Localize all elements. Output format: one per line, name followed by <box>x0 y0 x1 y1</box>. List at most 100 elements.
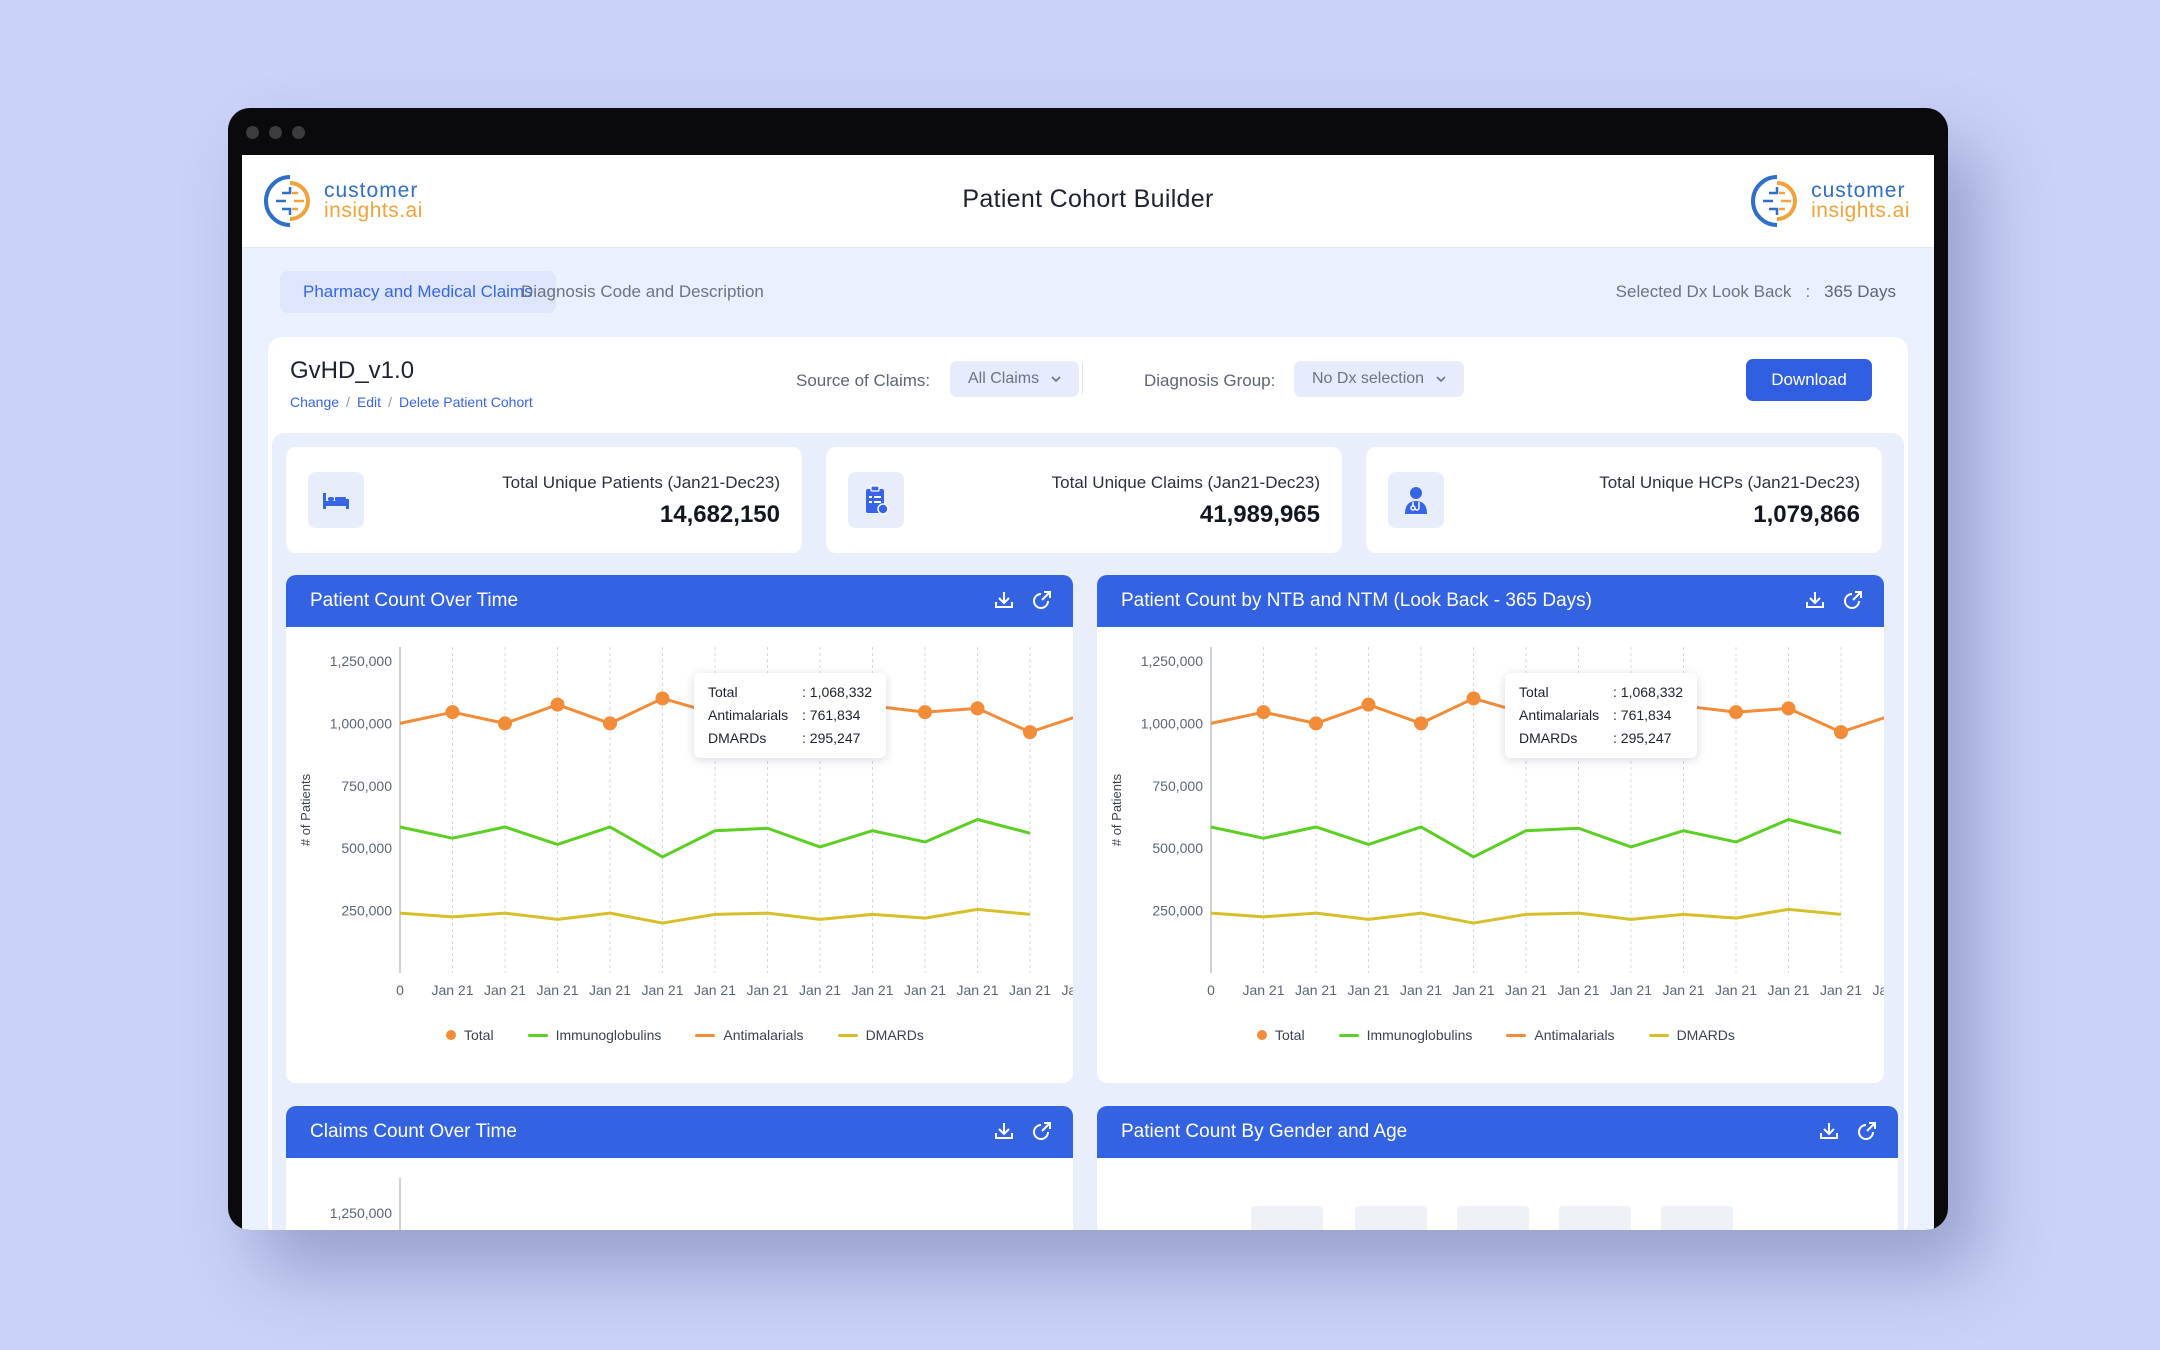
legend-item-immunoglobulins[interactable]: Immunoglobulins <box>1338 1027 1472 1043</box>
legend-item-total[interactable]: Total <box>1257 1027 1305 1043</box>
tooltip-key: Antimalarials <box>708 707 789 723</box>
legend-item-total[interactable]: Total <box>446 1027 494 1043</box>
lookback-label: Selected Dx Look Back <box>1615 282 1792 301</box>
x-tick-label: Jan 21 <box>641 982 683 998</box>
window-dot-close[interactable] <box>246 126 259 139</box>
stat-card-claims: Total Unique Claims (Jan21-Dec23) 41,989… <box>826 447 1342 553</box>
y-tick-label: 250,000 <box>1152 903 1203 919</box>
y-tick-label: 250,000 <box>341 903 392 919</box>
edit-link[interactable]: Edit <box>356 394 382 410</box>
data-point-total <box>1781 701 1796 716</box>
stat-card-hcps: Total Unique HCPs (Jan21-Dec23) 1,079,86… <box>1366 447 1882 553</box>
x-tick-label: Jan 21 <box>1242 982 1284 998</box>
chart-card-ntb-ntm: Patient Count by NTB and NTM (Look Back … <box>1097 575 1884 1083</box>
window-dot-minimize[interactable] <box>269 126 282 139</box>
tooltip-key: DMARDs <box>1519 730 1578 746</box>
legend-item-dmards[interactable]: DMARDs <box>837 1027 924 1043</box>
tooltip-key: DMARDs <box>708 730 767 746</box>
download-button[interactable]: Download <box>1746 359 1872 401</box>
expand-icon[interactable] <box>1031 589 1053 611</box>
cohort-panel: GvHD_v1.0 Change / Edit / Delete Patient Coh… <box>268 337 1908 1230</box>
legend-label: DMARDs <box>865 1027 924 1043</box>
y-tick-label: 1,000,000 <box>1141 715 1203 731</box>
y-tick-label: 1,250,000 <box>1141 653 1203 669</box>
x-tick-label: Jan 21 <box>799 982 841 998</box>
x-tick-label: Jan 21 <box>1872 982 1884 998</box>
tab-diagnosis-code[interactable]: Diagnosis Code and Description <box>521 282 764 301</box>
delete-cohort-link[interactable]: Delete Patient Cohort <box>398 394 533 410</box>
expand-icon[interactable] <box>1842 589 1864 611</box>
diagnosis-group-dropdown[interactable]: No Dx selection <box>1294 361 1465 397</box>
cohort-actions: Change / Edit / Delete Patient Cohort <box>290 394 533 410</box>
x-tick-label: Jan 21 <box>746 982 788 998</box>
stat-title: Total Unique Patients (Jan21-Dec23) <box>502 473 780 492</box>
source-claims-dropdown[interactable]: All Claims <box>950 361 1080 397</box>
x-tick-label: Jan 21 <box>1347 982 1389 998</box>
app-header: customer insights.ai Patient Cohort Buil… <box>242 155 1934 248</box>
download-icon[interactable] <box>1818 1120 1840 1142</box>
x-tick-label: Jan 21 <box>1295 982 1337 998</box>
tooltip-value: : 1,068,332 <box>1613 684 1684 700</box>
legend-item-dmards[interactable]: DMARDs <box>1648 1027 1735 1043</box>
lookback-value: 365 Days <box>1824 282 1896 301</box>
x-tick-label: Jan 21 <box>1009 982 1051 998</box>
data-point-total <box>1023 725 1037 740</box>
logo-mark-icon <box>264 175 310 227</box>
window-controls <box>246 126 305 139</box>
change-link[interactable]: Change <box>290 394 340 410</box>
card-title: Claims Count Over Time <box>310 1121 517 1142</box>
tooltip-value: : 761,834 <box>802 707 861 723</box>
doctor-icon <box>1388 472 1444 528</box>
skeleton-bar <box>1457 1206 1529 1230</box>
y-tick-label: 1,250,000 <box>330 653 392 669</box>
window-dot-maximize[interactable] <box>292 126 305 139</box>
download-icon[interactable] <box>993 1120 1015 1142</box>
y-axis-title: # of Patients <box>1109 773 1124 846</box>
x-tick-label: Jan 21 <box>1400 982 1442 998</box>
y-axis-title: # of Patients <box>298 773 313 846</box>
x-tick-label: Jan 21 <box>589 982 631 998</box>
clipboard-icon <box>848 472 904 528</box>
data-point-total <box>1466 691 1481 706</box>
tab-pharmacy-medical-claims[interactable]: Pharmacy and Medical Claims <box>280 271 556 313</box>
tooltip-value: : 1,068,332 <box>802 684 873 700</box>
cohort-name: GvHD_v1.0 <box>290 357 415 384</box>
card-title: Patient Count By Gender and Age <box>1121 1121 1408 1142</box>
series-line-dmards <box>399 907 1031 925</box>
skeleton-bar <box>1251 1206 1323 1230</box>
x-tick-label: Jan 21 <box>1662 982 1704 998</box>
legend-item-immunoglobulins[interactable]: Immunoglobulins <box>527 1027 661 1043</box>
diagnosis-group-label: Diagnosis Group: <box>1144 371 1276 390</box>
logo-left[interactable]: customer insights.ai <box>264 173 423 229</box>
expand-icon[interactable] <box>1031 1120 1053 1142</box>
download-icon[interactable] <box>1804 589 1826 611</box>
logo-right[interactable]: customer insights.ai <box>1751 173 1910 229</box>
x-tick-label: Jan 21 <box>851 982 893 998</box>
dashboard-area: Total Unique Patients (Jan21-Dec23) 14,6… <box>272 433 1904 1230</box>
skeleton-bar <box>1661 1206 1733 1230</box>
stat-title: Total Unique Claims (Jan21-Dec23) <box>1051 473 1320 492</box>
data-point-total <box>1256 705 1271 720</box>
stat-value: 14,682,150 <box>659 501 780 528</box>
chart-card-patient-count: Patient Count Over Time 1,250,000 1,000,0… <box>286 575 1073 1083</box>
tooltip-key: Total <box>708 684 738 700</box>
card-header: Patient Count by NTB and NTM (Look Back … <box>1097 575 1884 627</box>
card-title: Patient Count by NTB and NTM (Look Back … <box>1121 590 1592 611</box>
legend-item-antimalarials[interactable]: Antimalarials <box>1506 1027 1615 1043</box>
legend-item-antimalarials[interactable]: Antimalarials <box>695 1027 804 1043</box>
chart-legend: Total Immunoglobulins Antimalarials DMAR… <box>446 1027 924 1043</box>
skeleton-bar <box>1559 1206 1631 1230</box>
download-icon[interactable] <box>993 589 1015 611</box>
expand-icon[interactable] <box>1856 1120 1878 1142</box>
bed-icon <box>308 472 364 528</box>
data-point-total <box>1729 705 1743 720</box>
logo-text-line1: customer <box>1811 179 1906 202</box>
legend-label: DMARDs <box>1676 1027 1735 1043</box>
card-header: Claims Count Over Time <box>286 1106 1073 1158</box>
logo-mark-icon <box>1751 175 1798 227</box>
lookback-indicator: Selected Dx Look Back:365 Days <box>1616 271 1896 313</box>
source-claims-label: Source of Claims: <box>796 371 931 390</box>
data-point-total <box>498 716 512 731</box>
legend-label: Antimalarials <box>1534 1027 1615 1043</box>
y-tick-label: 500,000 <box>1152 840 1203 856</box>
